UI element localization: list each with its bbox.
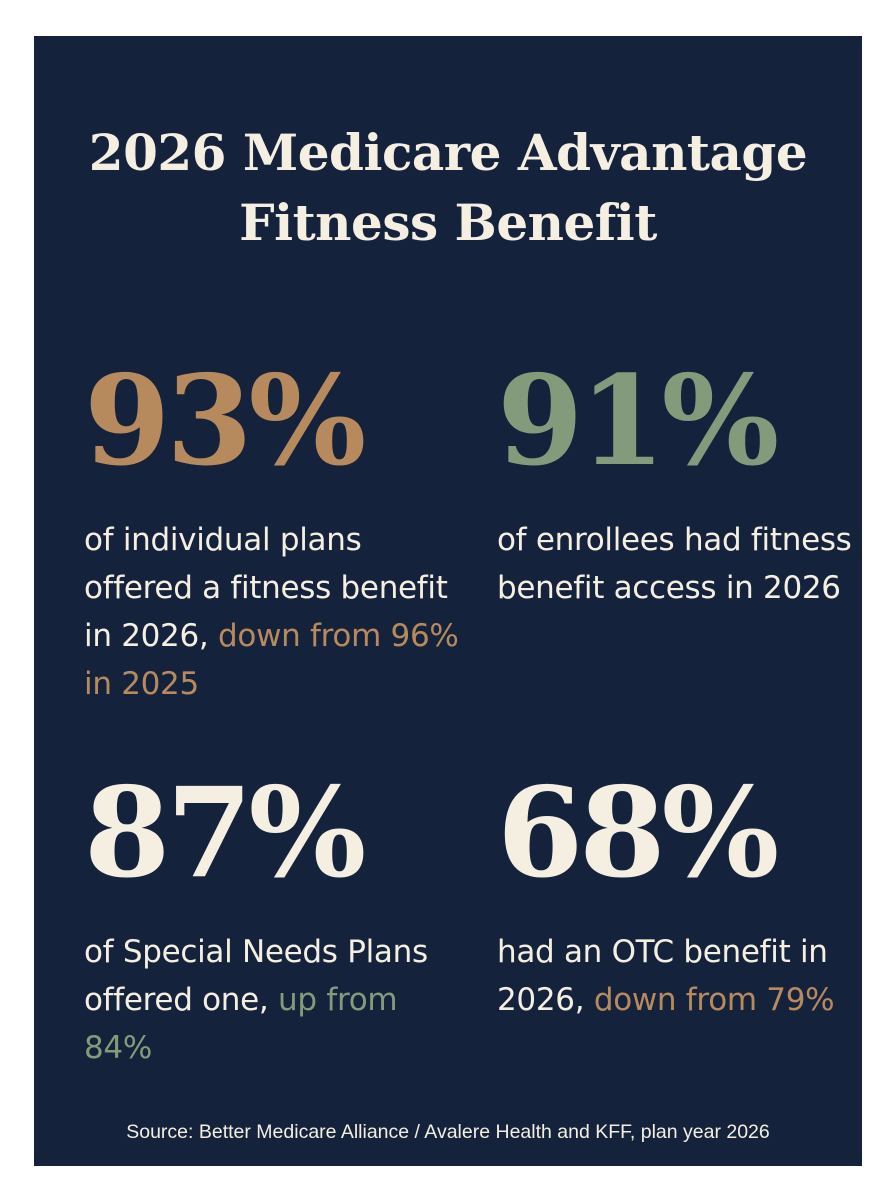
source-note: Source: Better Medicare Alliance / Avale… <box>126 1121 770 1143</box>
stat-individual-plans: 93% of individual plans offered a fitnes… <box>84 328 464 708</box>
stat-highlight: down from 96% in 2025 <box>84 618 459 702</box>
stat-value: 68% <box>497 761 779 906</box>
stat-highlight: down from 79% <box>593 982 835 1018</box>
stat-description: had an OTC benefit in 2026, down from 79… <box>497 928 877 1024</box>
stat-otc-benefit: 68% had an OTC benefit in 2026, down fro… <box>497 740 877 1024</box>
stat-text: of Special Needs Plans offered one, <box>84 934 428 1018</box>
title-line-2: Fitness Benefit <box>239 193 657 252</box>
infographic-title: 2026 Medicare Advantage Fitness Benefit <box>34 118 862 258</box>
stat-value: 93% <box>84 349 366 494</box>
stat-value: 91% <box>497 349 779 494</box>
stat-enrollees: 91% of enrollees had fitness benefit acc… <box>497 328 877 612</box>
stat-highlight: up from 84% <box>84 982 398 1066</box>
stat-value: 87% <box>84 761 366 906</box>
stat-description: of enrollees had fitness benefit access … <box>497 516 877 612</box>
stat-text: had an OTC benefit in 2026, <box>497 934 828 1018</box>
stat-text: of individual plans offered a fitness be… <box>84 522 448 654</box>
infographic-panel: 2026 Medicare Advantage Fitness Benefit … <box>34 36 862 1166</box>
stat-text: of enrollees had fitness benefit access … <box>497 522 852 606</box>
stat-description: of Special Needs Plans offered one, up f… <box>84 928 464 1072</box>
title-line-1: 2026 Medicare Advantage <box>88 123 808 182</box>
stat-description: of individual plans offered a fitness be… <box>84 516 464 708</box>
stat-special-needs-plans: 87% of Special Needs Plans offered one, … <box>84 740 464 1072</box>
